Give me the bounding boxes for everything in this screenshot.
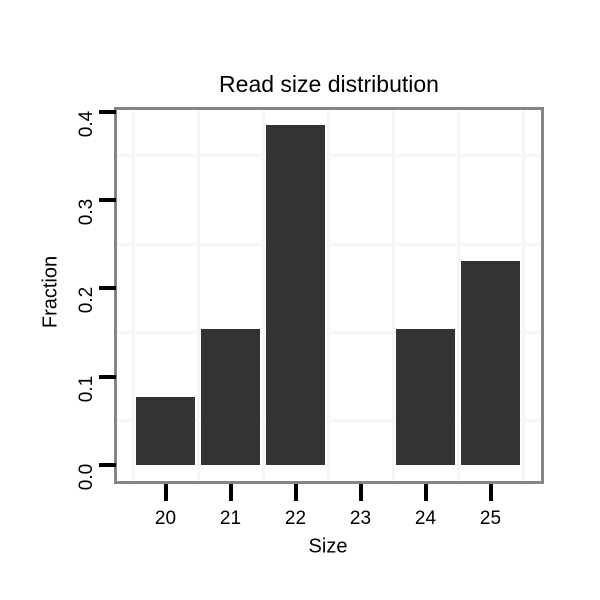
- y-tick: [99, 198, 116, 202]
- minor-gridline-vertical: [521, 110, 525, 481]
- plot-panel: [114, 107, 544, 484]
- x-tick-label: 20: [154, 508, 177, 529]
- x-tick-label: 21: [219, 508, 242, 529]
- minor-gridline-vertical: [326, 110, 330, 481]
- x-tick-label: 25: [479, 508, 502, 529]
- y-tick: [99, 286, 116, 291]
- y-tick: [99, 374, 116, 379]
- x-tick: [163, 484, 168, 501]
- y-tick-label: 0.3: [76, 198, 97, 226]
- x-tick-label: 23: [349, 508, 372, 529]
- bar-size-25: [461, 261, 520, 465]
- x-tick: [358, 484, 363, 501]
- minor-gridline-vertical: [196, 110, 200, 481]
- y-tick-label: 0.4: [76, 110, 97, 137]
- minor-gridline-vertical: [131, 110, 135, 481]
- y-axis-label: Fraction: [39, 255, 62, 329]
- x-tick-label: 22: [284, 508, 307, 529]
- y-tick: [99, 109, 116, 114]
- y-tick-label: 0.0: [76, 463, 97, 491]
- y-tick-label: 0.2: [76, 287, 97, 314]
- minor-gridline-vertical: [261, 110, 265, 481]
- bar-size-21: [201, 329, 260, 465]
- bar-size-20: [136, 397, 195, 465]
- x-tick: [293, 484, 298, 501]
- minor-gridline-vertical: [391, 110, 395, 481]
- x-axis-label: Size: [308, 535, 348, 558]
- y-tick-label: 0.1: [76, 375, 97, 402]
- chart-title: Read size distribution: [219, 71, 439, 97]
- minor-gridline-vertical: [456, 110, 460, 481]
- bar-size-22: [266, 125, 325, 465]
- y-tick: [99, 463, 116, 467]
- x-tick: [423, 484, 428, 501]
- bar-size-24: [396, 329, 455, 465]
- x-tick: [488, 484, 493, 501]
- x-tick-label: 24: [414, 508, 437, 529]
- x-tick: [228, 484, 233, 501]
